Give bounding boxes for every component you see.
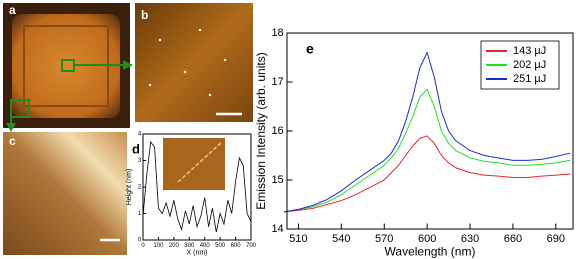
x-tick-label: 570 [375,233,393,245]
x-tick-label: 510 [289,233,307,245]
y-tick-label: 15 [271,174,283,186]
panel-label: c [9,134,16,148]
x-axis-label: X (nm) [187,249,208,256]
data-line [142,140,252,233]
panel-b-image [135,3,253,122]
arrows [6,60,133,132]
x-tick-label: 0 [141,243,145,249]
x-tick-label: 300 [184,243,195,249]
panel-label: a [9,3,16,17]
panel-label: d [132,141,140,156]
x-tick-label: 690 [547,233,565,245]
x-tick-label: 600 [231,243,242,249]
legend-label: 143 µJ [513,45,546,57]
x-axis-label: Wavelength (nm) [385,244,476,258]
y-tick-label: 16 [271,125,283,137]
data-line [284,88,571,213]
legend-label: 202 µJ [513,59,546,71]
panel-label: b [141,8,148,22]
x-tick-label: 700 [246,243,257,249]
x-tick-label: 540 [332,233,350,245]
panel-c-image [3,132,127,255]
x-tick-label: 500 [215,243,226,249]
legend-label: 251 µJ [513,73,546,85]
y-tick-label: 18 [271,27,283,39]
x-tick-label: 630 [461,233,479,245]
data-line [284,51,571,213]
y-tick-label: 4 [138,132,142,138]
y-tick-label: 0 [138,238,142,244]
x-tick-label: 600 [418,233,436,245]
y-tick-label: 14 [271,223,283,235]
y-tick-label: 3 [138,158,142,164]
panel-d-inset [163,138,225,190]
x-tick-label: 400 [200,243,211,249]
x-tick-label: 660 [504,233,522,245]
y-tick-label: 2 [138,185,142,191]
panel-label: e [306,41,314,57]
y-tick-label: 1 [138,211,142,217]
y-axis-label: Emission Intensity (arb. units) [254,52,268,209]
x-tick-label: 200 [169,243,180,249]
y-axis-label: Height (nm) [126,169,133,206]
data-line [284,135,571,213]
y-tick-label: 17 [271,76,283,88]
x-tick-label: 100 [153,243,164,249]
